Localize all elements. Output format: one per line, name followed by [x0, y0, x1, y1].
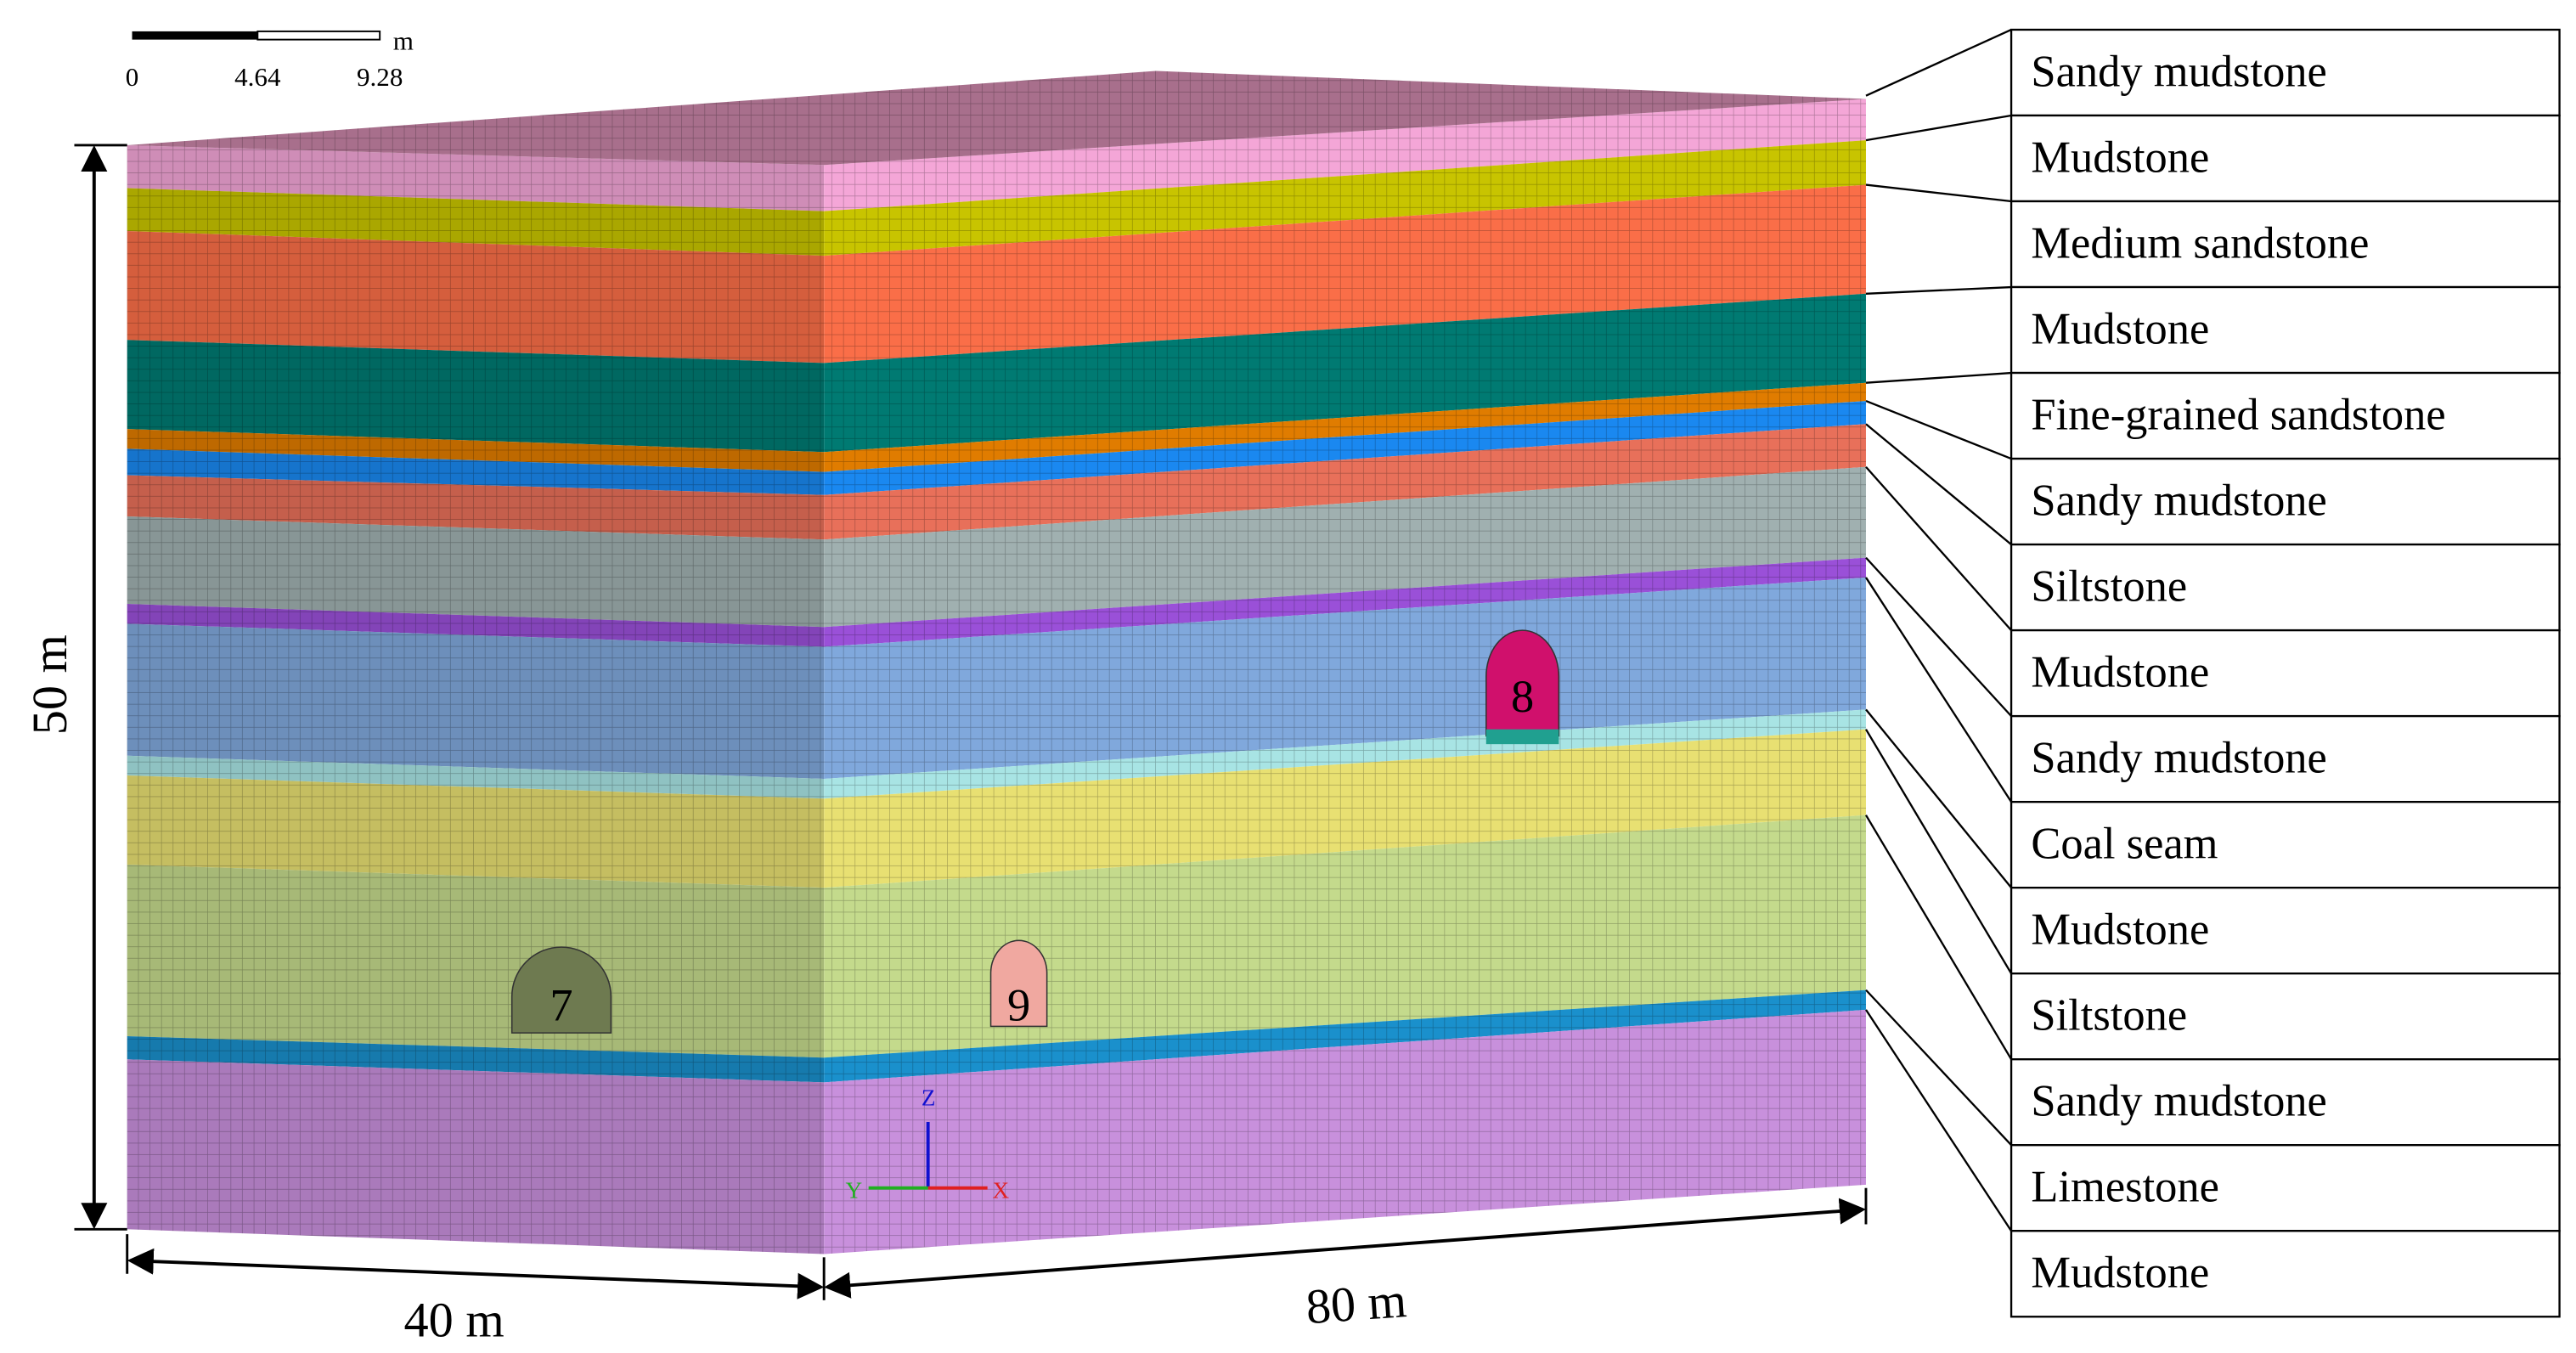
legend-label: Sandy mudstone [2031, 734, 2326, 783]
width-label: 40 m [404, 1293, 504, 1348]
mesh [824, 184, 1866, 364]
legend-row [2010, 886, 2561, 975]
scale-segment [256, 30, 381, 41]
mesh [127, 429, 825, 472]
legend-label: Siltstone [2031, 991, 2187, 1040]
mesh [127, 144, 825, 211]
legend-label: Fine-grained sandstone [2031, 391, 2445, 440]
length-label: 80 m [1305, 1272, 1409, 1334]
legend-label: Coal seam [2031, 820, 2218, 869]
mesh [127, 340, 825, 453]
mesh [127, 448, 825, 495]
mesh [824, 729, 1866, 888]
legend-row [2010, 371, 2561, 460]
scale-unit: m [393, 25, 414, 55]
legend-label: Siltstone [2031, 562, 2187, 612]
leader-line [1865, 423, 2012, 545]
mesh [824, 1009, 1866, 1254]
legend-row [2010, 629, 2561, 718]
roadway-label: 7 [550, 979, 572, 1030]
mesh [824, 382, 1866, 472]
leader-line [1865, 577, 2013, 803]
legend-label: Medium sandstone [2031, 218, 2369, 268]
leader-line [1865, 556, 2012, 717]
mesh [824, 140, 1866, 257]
legend-row [2010, 1230, 2561, 1318]
mesh [824, 989, 1866, 1083]
scale-tick: 4.64 [234, 62, 281, 92]
axis-label: Y [845, 1177, 862, 1203]
legend-label: Mudstone [2031, 905, 2209, 955]
leader-line [1865, 399, 2012, 460]
scale-segment [132, 31, 258, 40]
leader-line [1865, 285, 2012, 295]
mesh [127, 775, 825, 888]
mesh [127, 623, 825, 779]
mesh [127, 1036, 825, 1083]
leader-line [1865, 28, 2012, 97]
height-label: 50 m [22, 634, 77, 735]
mesh [824, 577, 1866, 779]
roadways: 7 8 9 [510, 629, 1560, 1034]
legend-label: Mudstone [2031, 132, 2209, 182]
roadway-label: 9 [1007, 979, 1030, 1030]
legend-label: Limestone [2031, 1163, 2219, 1212]
mesh [824, 401, 1866, 495]
mesh [127, 475, 825, 540]
leader-line [1865, 1009, 2013, 1232]
roadway-8-floor [1485, 729, 1559, 745]
scale-tick: 0 [126, 62, 139, 92]
leader-line [1865, 183, 2012, 203]
mesh [824, 293, 1866, 453]
top-mesh [127, 70, 1866, 166]
leader-line [1864, 815, 2013, 1060]
mesh [127, 1059, 825, 1254]
mesh [127, 604, 825, 647]
mesh [824, 99, 1866, 211]
mesh [824, 557, 1866, 647]
mesh [127, 188, 825, 257]
leader-line [1865, 114, 2012, 142]
mesh [824, 424, 1866, 540]
mesh [127, 864, 825, 1058]
model-faces [127, 99, 1866, 1254]
legend-row [2010, 285, 2561, 375]
roadway-7 [510, 946, 612, 1034]
legend-label: Mudstone [2031, 648, 2209, 697]
legend-row [2010, 114, 2561, 203]
leader-line [1864, 729, 2013, 974]
leader-line [1865, 989, 2012, 1147]
legend-label: Mudstone [2031, 1249, 2209, 1298]
roadway-9 [989, 939, 1048, 1028]
scale-tick: 9.28 [357, 62, 403, 92]
legend-row [2010, 972, 2561, 1061]
layer-legend: Sandy mudstone Mudstone Medium sandstone Mu… [1864, 28, 2561, 1318]
axis-label: Z [922, 1085, 936, 1111]
legend-row [2010, 1058, 2561, 1147]
mesh [127, 230, 825, 364]
legend-label: Sandy mudstone [2031, 1077, 2326, 1126]
width-dimension [127, 1248, 825, 1299]
axis-label: X [992, 1177, 1009, 1203]
legend-label: Mudstone [2031, 304, 2209, 353]
legend-label: Sandy mudstone [2031, 476, 2326, 526]
roadway-8 [1485, 629, 1560, 737]
leader-line [1865, 466, 2012, 631]
legend-label: Sandy mudstone [2031, 47, 2326, 96]
mesh [824, 466, 1866, 628]
mesh [127, 516, 825, 628]
legend-row [2010, 457, 2561, 546]
roadway-label: 8 [1511, 671, 1534, 722]
leader-line [1865, 708, 2012, 888]
leader-line [1865, 371, 2012, 384]
mesh [824, 815, 1866, 1058]
mesh [824, 709, 1866, 799]
mesh [127, 755, 825, 799]
length-dimension [824, 1198, 1866, 1299]
